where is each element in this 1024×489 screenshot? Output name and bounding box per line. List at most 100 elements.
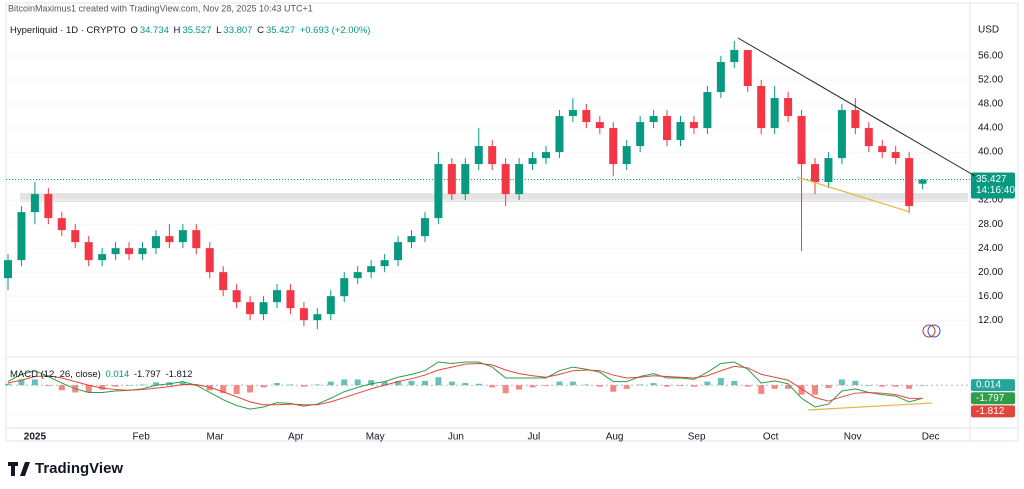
candle-body bbox=[340, 278, 349, 297]
macd-tag bbox=[971, 379, 1015, 392]
candle-body bbox=[797, 116, 806, 165]
candle-body bbox=[689, 122, 698, 129]
histogram-bar bbox=[892, 385, 899, 387]
candle-body bbox=[811, 164, 819, 183]
histogram-bar bbox=[502, 385, 509, 394]
candle-body bbox=[555, 116, 564, 153]
candle-body bbox=[447, 164, 456, 195]
candle-body bbox=[420, 218, 429, 237]
histogram-bar bbox=[341, 379, 348, 386]
countdown: 14:16:40 bbox=[976, 185, 1015, 196]
histogram-bar bbox=[637, 384, 644, 386]
histogram-bar bbox=[704, 381, 711, 386]
logo-icon bbox=[8, 462, 30, 476]
hist-value: 0.014 bbox=[105, 369, 130, 380]
currency: USD bbox=[978, 25, 999, 36]
histogram-bar bbox=[529, 385, 536, 388]
histogram-bar bbox=[852, 380, 859, 386]
histogram-bar bbox=[247, 385, 254, 393]
candle-body bbox=[165, 236, 174, 243]
histogram-bar bbox=[287, 384, 294, 386]
histogram-bar bbox=[327, 381, 334, 386]
y-tick-label: 56.00 bbox=[978, 51, 1003, 62]
candle-body bbox=[730, 50, 739, 63]
candle-body bbox=[891, 152, 900, 159]
low-value: 33.807 bbox=[223, 25, 253, 36]
histogram-bar bbox=[354, 379, 361, 386]
x-tick-label: Oct bbox=[763, 432, 779, 443]
y-tick-label: 16.00 bbox=[978, 291, 1003, 302]
candle-body bbox=[178, 230, 187, 243]
icon bbox=[922, 324, 936, 338]
y-tick-label: 52.00 bbox=[978, 75, 1003, 86]
candle-body bbox=[84, 242, 93, 261]
histogram-bar bbox=[664, 385, 671, 387]
candle-body bbox=[44, 194, 53, 219]
histogram-bar bbox=[233, 385, 240, 394]
chart-frame bbox=[5, 2, 1019, 442]
x-tick-label: Mar bbox=[207, 432, 225, 443]
candle-body bbox=[138, 248, 147, 255]
brand: TradingView bbox=[35, 460, 123, 477]
candle-body bbox=[878, 146, 887, 153]
histogram-bar bbox=[368, 380, 375, 386]
histogram-bar bbox=[5, 383, 11, 386]
candle-body bbox=[434, 164, 443, 219]
price-tag-label: 35.427 bbox=[976, 174, 1007, 185]
macd-tag-label: -1.812 bbox=[976, 406, 1005, 417]
symbol-legend: Hyperliquid · 1D · CRYPTO O 34.734 H 35.52… bbox=[10, 25, 372, 36]
histogram-bar bbox=[556, 381, 563, 386]
candle-body bbox=[784, 98, 793, 117]
y-tick-label: 12.00 bbox=[978, 315, 1003, 326]
histogram-bar bbox=[314, 384, 321, 386]
histogram-bar bbox=[717, 377, 724, 386]
high-value: 35.527 bbox=[182, 25, 212, 36]
x-tick-label: Sep bbox=[688, 432, 706, 443]
y-tick-label: 44.00 bbox=[978, 123, 1003, 134]
y-tick-label: 40.00 bbox=[978, 147, 1003, 158]
macd-value: -1.797 bbox=[133, 369, 161, 380]
macd-tag bbox=[971, 405, 1015, 418]
histogram-bar bbox=[126, 385, 133, 386]
histogram-bar bbox=[260, 385, 267, 388]
candle-body bbox=[246, 302, 255, 315]
histogram-bar bbox=[865, 385, 872, 386]
icon bbox=[927, 324, 941, 338]
histogram-bar bbox=[758, 385, 765, 394]
candle-body bbox=[905, 158, 914, 207]
histogram-bar bbox=[919, 385, 926, 386]
candle-body bbox=[111, 248, 120, 255]
y-tick-label: 48.00 bbox=[978, 99, 1003, 110]
candle-body bbox=[770, 98, 779, 129]
open-value: 34.734 bbox=[139, 25, 169, 36]
label: L bbox=[216, 25, 222, 36]
histogram-bar bbox=[421, 380, 428, 386]
histogram-bar bbox=[85, 385, 92, 393]
candle-body bbox=[568, 110, 577, 117]
trend-line bbox=[796, 176, 911, 213]
candle-body bbox=[716, 62, 725, 93]
candle-body bbox=[17, 212, 26, 261]
histogram-bar bbox=[569, 381, 576, 386]
candle-body bbox=[30, 194, 39, 213]
histogram-bar bbox=[475, 383, 482, 386]
signal-value: -1.812 bbox=[165, 369, 193, 380]
histogram-bar bbox=[381, 381, 388, 386]
candle-body bbox=[299, 308, 308, 321]
candle-body bbox=[474, 146, 483, 165]
candle-body bbox=[71, 230, 80, 243]
candle-body bbox=[232, 290, 241, 303]
candle-body bbox=[663, 116, 672, 141]
histogram-bar bbox=[99, 385, 106, 390]
histogram-bar bbox=[408, 380, 415, 386]
y-tick-label: 20.00 bbox=[978, 267, 1003, 278]
candle-body bbox=[394, 242, 403, 261]
signal-line bbox=[7, 362, 923, 406]
candle-body bbox=[622, 146, 631, 165]
histogram-bar bbox=[489, 385, 496, 388]
histogram-bar bbox=[18, 379, 25, 386]
candle-body bbox=[353, 272, 362, 279]
histogram-bar bbox=[179, 382, 186, 386]
